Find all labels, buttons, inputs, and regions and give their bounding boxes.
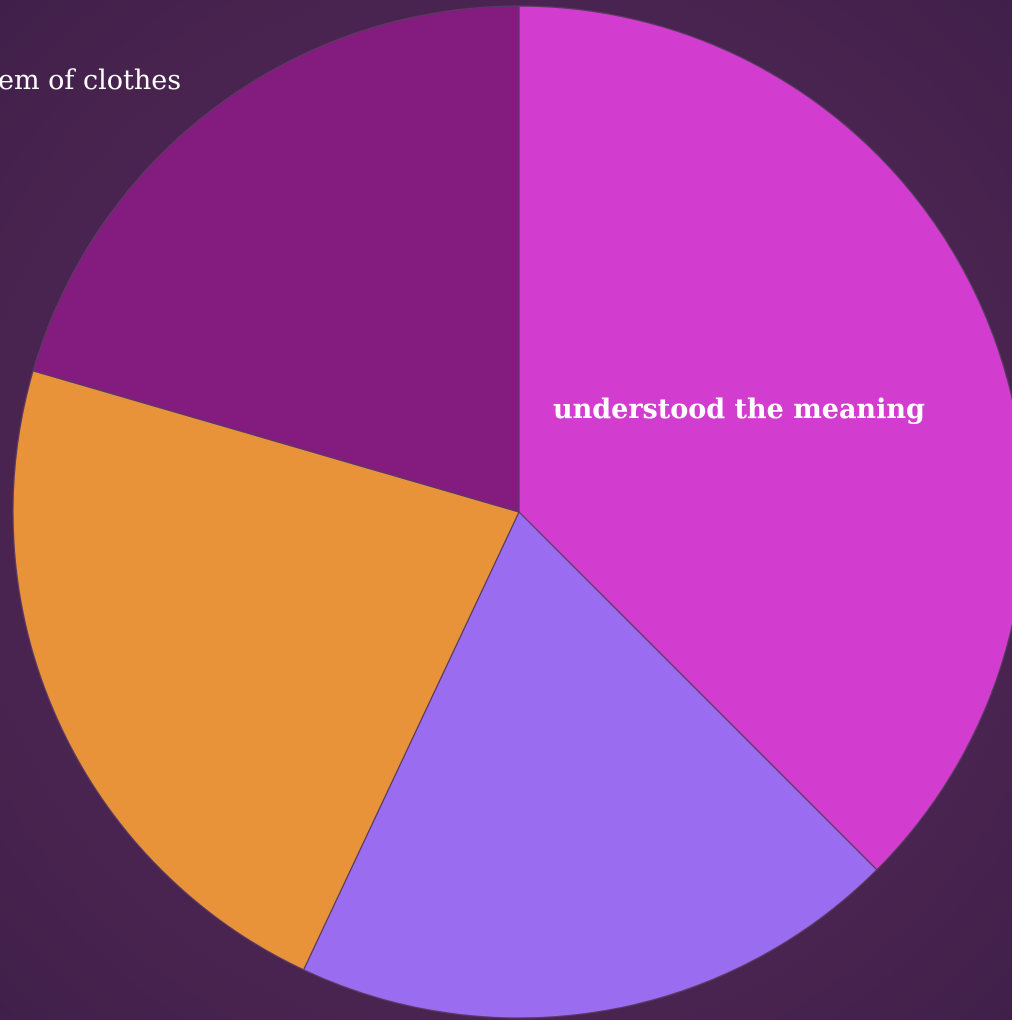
pie-slice-3[interactable] — [12, 370, 520, 971]
slice-label-4: em of clothes — [0, 65, 181, 96]
pie-slice-1[interactable] — [518, 5, 1012, 871]
pie-slice-4[interactable] — [32, 5, 520, 513]
labels-layer: understood the meaning em of clothes — [0, 65, 925, 425]
slices-layer — [12, 5, 1012, 1019]
pie-slice-2[interactable] — [302, 510, 878, 1019]
slice-label-1: understood the meaning — [553, 394, 925, 425]
